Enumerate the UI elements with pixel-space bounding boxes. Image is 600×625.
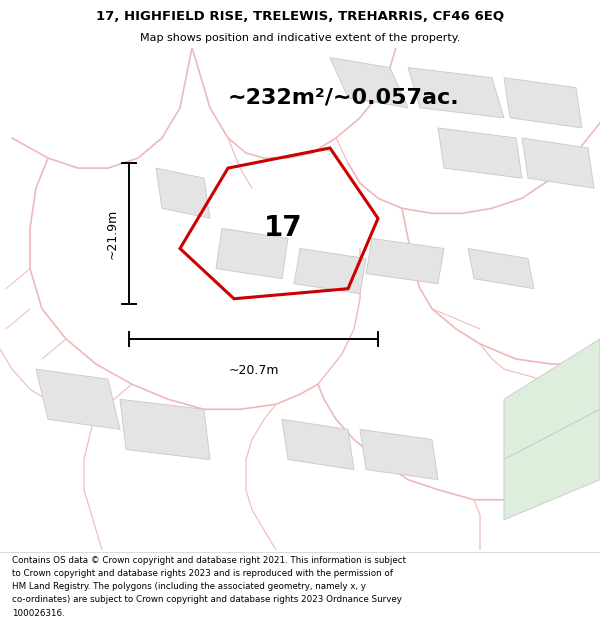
- Polygon shape: [438, 128, 522, 178]
- Text: Contains OS data © Crown copyright and database right 2021. This information is : Contains OS data © Crown copyright and d…: [12, 556, 406, 565]
- Polygon shape: [156, 168, 210, 218]
- Text: Map shows position and indicative extent of the property.: Map shows position and indicative extent…: [140, 33, 460, 43]
- Polygon shape: [366, 239, 444, 284]
- Text: HM Land Registry. The polygons (including the associated geometry, namely x, y: HM Land Registry. The polygons (includin…: [12, 582, 366, 591]
- Polygon shape: [360, 429, 438, 479]
- Polygon shape: [216, 228, 288, 279]
- Polygon shape: [408, 68, 504, 118]
- Polygon shape: [294, 249, 366, 294]
- Polygon shape: [36, 369, 120, 429]
- Polygon shape: [522, 138, 594, 188]
- Polygon shape: [330, 58, 408, 108]
- Text: ~20.7m: ~20.7m: [228, 364, 279, 377]
- Text: 17: 17: [263, 214, 302, 243]
- Polygon shape: [504, 339, 600, 459]
- Polygon shape: [120, 399, 210, 459]
- Polygon shape: [504, 78, 582, 128]
- Text: 17, HIGHFIELD RISE, TRELEWIS, TREHARRIS, CF46 6EQ: 17, HIGHFIELD RISE, TRELEWIS, TREHARRIS,…: [96, 9, 504, 22]
- Polygon shape: [468, 249, 534, 289]
- Text: to Crown copyright and database rights 2023 and is reproduced with the permissio: to Crown copyright and database rights 2…: [12, 569, 393, 578]
- Text: co-ordinates) are subject to Crown copyright and database rights 2023 Ordnance S: co-ordinates) are subject to Crown copyr…: [12, 596, 402, 604]
- Polygon shape: [504, 409, 600, 520]
- Text: ~21.9m: ~21.9m: [106, 208, 119, 259]
- Text: ~232m²/~0.057ac.: ~232m²/~0.057ac.: [228, 88, 460, 108]
- Polygon shape: [282, 419, 354, 469]
- Text: 100026316.: 100026316.: [12, 609, 65, 618]
